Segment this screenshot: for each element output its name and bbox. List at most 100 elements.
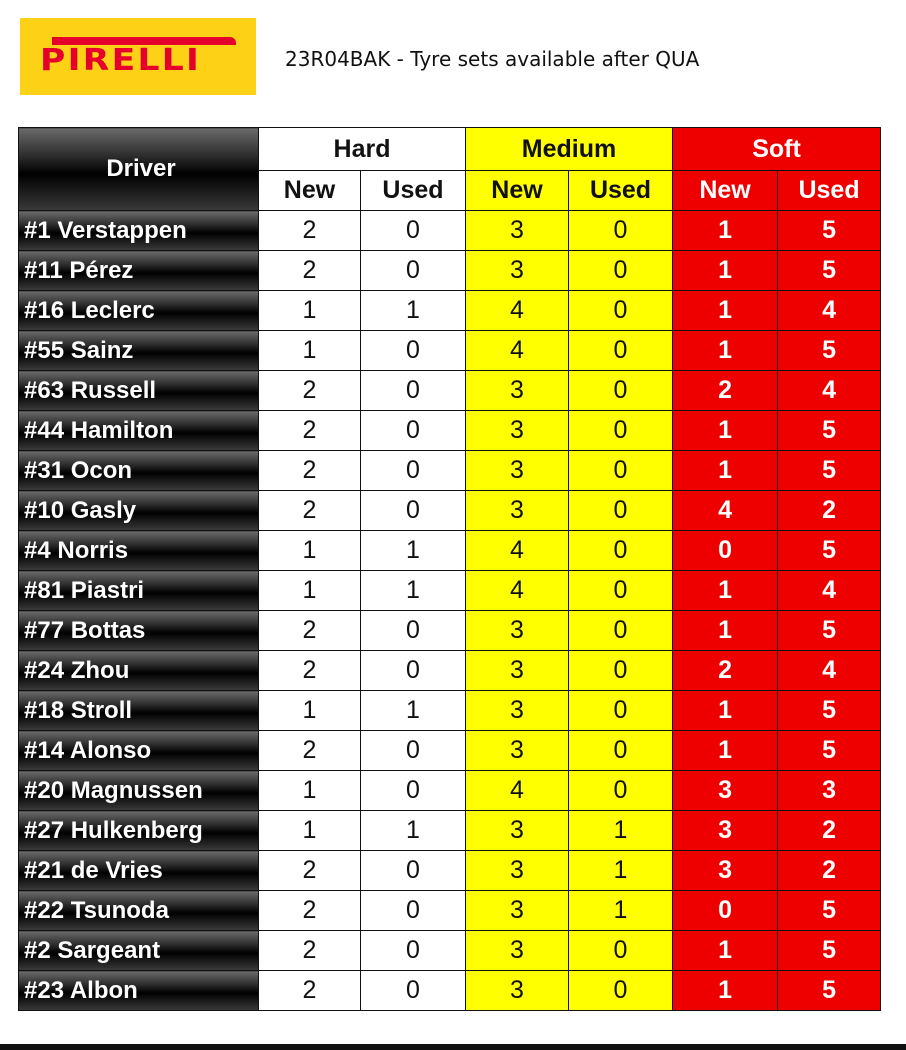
hard-new-cell: 2 — [258, 450, 361, 491]
soft-new-cell: 3 — [672, 770, 779, 811]
driver-cell: #16 Leclerc — [18, 290, 259, 331]
hard-new-cell: 2 — [258, 890, 361, 931]
medium-new-cell: 3 — [465, 850, 569, 891]
driver-cell: #31 Ocon — [18, 450, 259, 491]
table-row: #63 Russell 2 0 3 0 2 4 — [18, 370, 882, 411]
driver-cell: #10 Gasly — [18, 490, 259, 531]
medium-new-cell: 3 — [465, 250, 569, 291]
medium-new-cell: 4 — [465, 570, 569, 611]
table-row: #10 Gasly 2 0 3 0 4 2 — [18, 490, 882, 531]
hard-new-cell: 2 — [258, 850, 361, 891]
driver-cell: #20 Magnussen — [18, 770, 259, 811]
medium-new-cell: 3 — [465, 690, 569, 731]
soft-new-cell: 1 — [672, 290, 779, 331]
medium-new-cell: 3 — [465, 890, 569, 931]
soft-used-cell: 2 — [777, 810, 882, 851]
hard-new-cell: 1 — [258, 290, 361, 331]
driver-cell: #4 Norris — [18, 530, 259, 571]
medium-used-cell: 1 — [567, 890, 674, 931]
soft-header: Soft — [672, 127, 882, 171]
soft-used-cell: 5 — [777, 250, 882, 291]
soft-used-cell: 5 — [777, 890, 882, 931]
soft-used-cell: 5 — [777, 610, 882, 651]
soft-new-cell: 2 — [672, 650, 779, 691]
soft-used-cell: 5 — [777, 330, 882, 371]
medium-new-cell: 4 — [465, 290, 569, 331]
hard-new-cell: 1 — [258, 530, 361, 571]
hard-new-cell: 1 — [258, 330, 361, 371]
driver-cell: #22 Tsunoda — [18, 890, 259, 931]
driver-cell: #24 Zhou — [18, 650, 259, 691]
hard-used-cell: 0 — [360, 770, 466, 811]
medium-new-cell: 3 — [465, 370, 569, 411]
soft-new-cell: 1 — [672, 690, 779, 731]
table-row: #1 Verstappen 2 0 3 0 1 5 — [18, 210, 882, 251]
soft-used-cell: 5 — [777, 970, 882, 1011]
soft-used-cell: 5 — [777, 730, 882, 771]
hard-used-cell: 1 — [360, 690, 466, 731]
hard-used-cell: 0 — [360, 330, 466, 371]
hard-new-cell: 1 — [258, 690, 361, 731]
medium-used-cell: 0 — [567, 570, 674, 611]
soft-new-cell: 1 — [672, 730, 779, 771]
hard-new-cell: 2 — [258, 730, 361, 771]
medium-new-cell: 3 — [465, 970, 569, 1011]
soft-new-cell: 0 — [672, 890, 779, 931]
medium-used-cell: 0 — [567, 450, 674, 491]
soft-new-header: New — [672, 170, 779, 211]
table-row: #4 Norris 1 1 4 0 0 5 — [18, 530, 882, 571]
hard-new-cell: 1 — [258, 810, 361, 851]
driver-cell: #14 Alonso — [18, 730, 259, 771]
medium-used-cell: 1 — [567, 810, 674, 851]
driver-cell: #18 Stroll — [18, 690, 259, 731]
hard-used-cell: 0 — [360, 410, 466, 451]
medium-used-cell: 1 — [567, 850, 674, 891]
soft-used-cell: 4 — [777, 290, 882, 331]
medium-used-header: Used — [567, 170, 674, 211]
table-row: #11 Pérez 2 0 3 0 1 5 — [18, 250, 882, 291]
logo-bar — [52, 36, 236, 45]
medium-header: Medium — [464, 127, 674, 171]
soft-used-cell: 5 — [777, 450, 882, 491]
pirelli-logo: PIRELLI — [20, 18, 256, 95]
table-row: #20 Magnussen 1 0 4 0 3 3 — [18, 770, 882, 811]
driver-cell: #11 Pérez — [18, 250, 259, 291]
driver-header: Driver — [18, 127, 259, 211]
table-row: #31 Ocon 2 0 3 0 1 5 — [18, 450, 882, 491]
hard-used-cell: 0 — [360, 970, 466, 1011]
hard-new-cell: 2 — [258, 210, 361, 251]
table-row: #16 Leclerc 1 1 4 0 1 4 — [18, 290, 882, 331]
tyre-sets-table: Driver Hard Medium Soft New Used New Use… — [18, 127, 882, 1011]
soft-used-cell: 5 — [777, 210, 882, 251]
hard-new-cell: 2 — [258, 970, 361, 1011]
hard-used-cell: 0 — [360, 250, 466, 291]
medium-used-cell: 0 — [567, 730, 674, 771]
hard-used-cell: 0 — [360, 730, 466, 771]
soft-new-cell: 0 — [672, 530, 779, 571]
soft-new-cell: 4 — [672, 490, 779, 531]
table-row: #81 Piastri 1 1 4 0 1 4 — [18, 570, 882, 611]
medium-used-cell: 0 — [567, 410, 674, 451]
page-title: 23R04BAK - Tyre sets available after QUA — [285, 47, 700, 71]
hard-new-cell: 2 — [258, 650, 361, 691]
soft-used-cell: 5 — [777, 930, 882, 971]
soft-new-cell: 2 — [672, 370, 779, 411]
hard-used-cell: 0 — [360, 850, 466, 891]
hard-new-cell: 2 — [258, 490, 361, 531]
medium-new-cell: 3 — [465, 930, 569, 971]
medium-new-cell: 3 — [465, 450, 569, 491]
medium-used-cell: 0 — [567, 970, 674, 1011]
medium-used-cell: 0 — [567, 770, 674, 811]
hard-used-cell: 0 — [360, 610, 466, 651]
soft-new-cell: 1 — [672, 570, 779, 611]
driver-cell: #55 Sainz — [18, 330, 259, 371]
table-row: #44 Hamilton 2 0 3 0 1 5 — [18, 410, 882, 451]
table-row: #22 Tsunoda 2 0 3 1 0 5 — [18, 890, 882, 931]
table-row: #77 Bottas 2 0 3 0 1 5 — [18, 610, 882, 651]
medium-used-cell: 0 — [567, 250, 674, 291]
hard-used-header: Used — [360, 170, 466, 211]
soft-used-cell: 5 — [777, 410, 882, 451]
soft-new-cell: 1 — [672, 930, 779, 971]
hard-new-cell: 1 — [258, 570, 361, 611]
medium-new-cell: 3 — [465, 650, 569, 691]
